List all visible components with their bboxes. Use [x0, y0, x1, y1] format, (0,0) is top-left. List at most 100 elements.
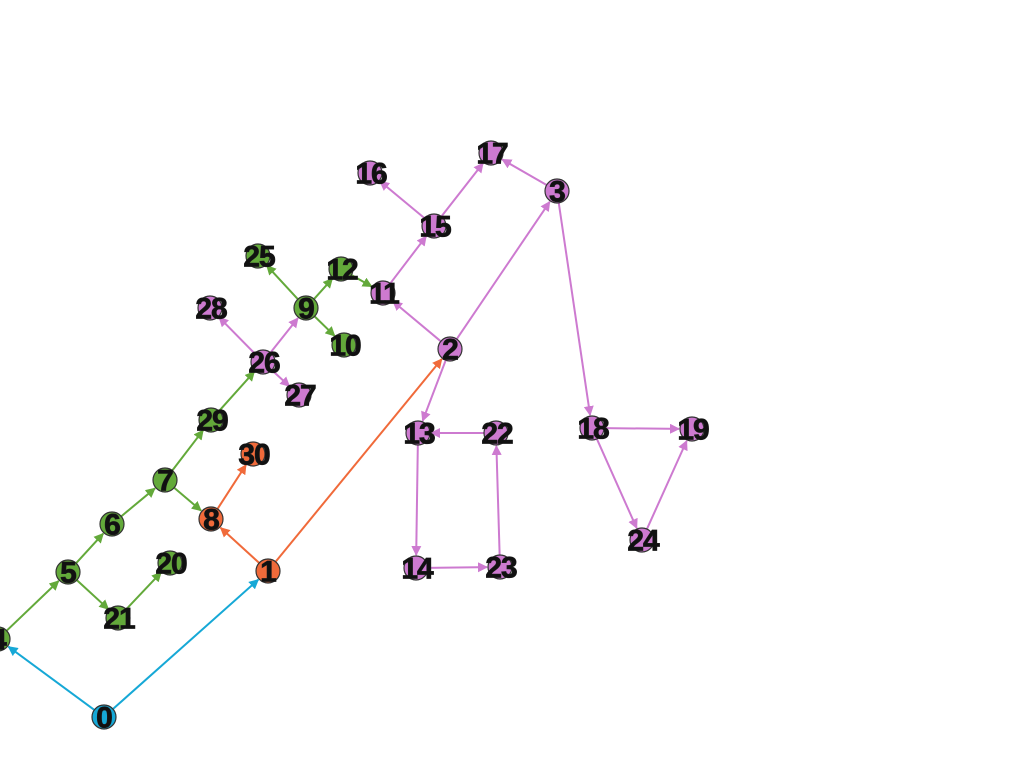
node-label-18: 18	[577, 413, 609, 446]
node-circle-16	[357, 160, 383, 186]
edge-23-to-22	[491, 444, 502, 556]
edge-2-to-11	[392, 300, 442, 343]
node-11: 11	[369, 277, 401, 311]
node-5: 5	[55, 556, 81, 590]
node-circle-17	[478, 140, 504, 166]
node-10: 10	[329, 329, 362, 363]
node-6: 6	[99, 508, 125, 542]
edge-26-to-9	[269, 317, 299, 354]
node-label-24: 24	[627, 525, 660, 558]
edge-11-to-15	[389, 235, 427, 285]
edge-7-to-8	[173, 486, 202, 512]
node-label-22: 22	[481, 418, 513, 451]
node-23: 23	[485, 551, 518, 585]
node-label-8: 8	[203, 504, 219, 537]
edge-5-to-21	[76, 579, 110, 610]
edge-13-to-14	[411, 444, 422, 557]
node-circle-22	[483, 420, 509, 446]
node-circle-7	[152, 467, 178, 493]
edge-9-to-12	[313, 277, 334, 300]
node-24: 24	[627, 524, 661, 558]
node-circle-24	[629, 527, 655, 553]
node-20: 20	[155, 547, 188, 581]
node-label-27: 27	[284, 380, 316, 413]
node-18: 18	[577, 412, 610, 446]
node-label-17: 17	[476, 138, 508, 171]
node-label-15: 15	[419, 211, 451, 244]
node-30: 30	[238, 438, 271, 472]
node-label-3: 3	[549, 176, 565, 209]
edge-8-to-30	[216, 464, 247, 510]
node-12: 12	[326, 253, 359, 287]
edge-0-to-4	[7, 645, 95, 711]
node-3: 3	[544, 175, 570, 209]
node-circle-2	[437, 336, 463, 362]
node-19: 19	[677, 413, 710, 447]
edge-7-to-29	[171, 429, 204, 472]
node-circle-19	[679, 416, 705, 442]
edge-1-to-8	[219, 527, 260, 564]
node-label-0: 0	[96, 702, 112, 735]
edge-3-to-18	[557, 202, 594, 417]
edge-18-to-24	[595, 438, 638, 530]
edge-24-to-19	[646, 439, 688, 530]
node-circle-3	[544, 178, 570, 204]
node-label-12: 12	[326, 254, 358, 287]
node-circle-8	[198, 506, 224, 532]
edge-15-to-16	[379, 180, 426, 220]
node-28: 28	[195, 292, 228, 326]
node-1: 1	[255, 555, 281, 589]
node-circle-5	[55, 559, 81, 585]
node-label-2: 2	[442, 334, 458, 367]
node-circle-1	[255, 558, 281, 584]
node-27: 27	[284, 379, 317, 413]
node-22: 22	[481, 417, 514, 451]
node-8: 8	[198, 503, 224, 537]
node-26: 26	[248, 346, 281, 380]
node-circle-13	[405, 420, 431, 446]
node-4: 4	[0, 623, 11, 657]
node-circle-30	[240, 441, 266, 467]
node-label-5: 5	[60, 557, 76, 590]
node-25: 25	[243, 240, 276, 274]
node-29: 29	[196, 404, 229, 438]
node-circle-27	[286, 382, 312, 408]
edge-2-to-13	[421, 359, 447, 422]
node-circle-18	[579, 415, 605, 441]
edges-layer	[5, 158, 688, 711]
node-label-21: 21	[103, 603, 135, 636]
node-circle-11	[370, 280, 396, 306]
edge-6-to-7	[120, 487, 156, 518]
node-label-19: 19	[677, 414, 709, 447]
nodes-layer: 0123456789101112131415161718192021222324…	[0, 137, 710, 735]
node-circle-20	[157, 550, 183, 576]
edge-21-to-20	[125, 571, 162, 610]
node-circle-25	[245, 243, 271, 269]
node-circle-4	[0, 626, 11, 652]
node-circle-15	[421, 213, 447, 239]
edge-0-to-1	[112, 578, 260, 710]
edge-3-to-17	[501, 158, 548, 186]
node-label-7: 7	[157, 465, 173, 498]
node-label-4: 4	[0, 624, 7, 657]
node-14: 14	[401, 552, 435, 586]
edge-12-to-11	[350, 274, 373, 288]
node-label-25: 25	[243, 241, 275, 274]
node-circle-29	[198, 407, 224, 433]
node-16: 16	[355, 157, 388, 191]
node-circle-0	[91, 704, 117, 730]
edge-5-to-6	[75, 532, 104, 564]
node-circle-21	[105, 605, 131, 631]
node-2: 2	[437, 333, 463, 367]
edge-9-to-25	[266, 264, 299, 300]
node-label-30: 30	[238, 439, 270, 472]
node-9: 9	[293, 292, 319, 326]
edge-2-to-3	[455, 200, 551, 340]
node-label-23: 23	[485, 552, 517, 585]
node-21: 21	[103, 602, 136, 636]
node-15: 15	[419, 210, 452, 244]
node-circle-26	[250, 349, 276, 375]
node-7: 7	[152, 464, 178, 498]
node-label-26: 26	[248, 347, 280, 380]
